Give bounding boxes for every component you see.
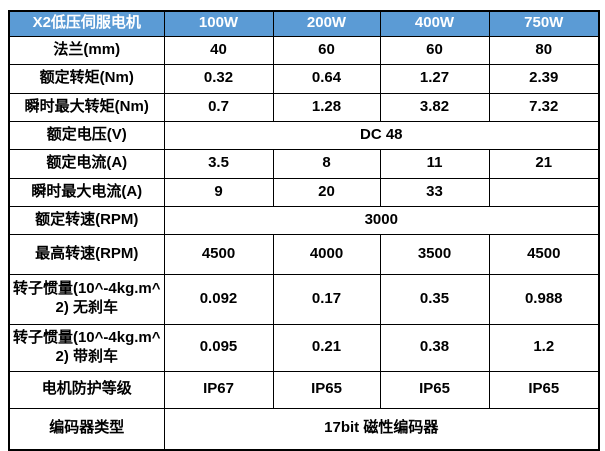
row-label: 额定转速(RPM): [8, 205, 165, 235]
table-row-flange: 法兰(mm) 40 60 60 80: [8, 35, 600, 65]
row-label: 瞬时最大电流(A): [8, 177, 165, 207]
row-label: 瞬时最大转矩(Nm): [8, 92, 165, 122]
cell-value: 9: [163, 177, 274, 207]
motor-spec-table: X2低压伺服电机 100W 200W 400W 750W 法兰(mm) 40 6…: [8, 10, 600, 451]
table-header-row: X2低压伺服电机 100W 200W 400W 750W: [8, 10, 600, 37]
table-row-rated-voltage: 额定电压(V) DC 48: [8, 120, 600, 150]
cell-value: 3.82: [379, 92, 490, 122]
cell-value: IP65: [379, 370, 490, 409]
column-header-100w: 100W: [163, 10, 274, 37]
cell-value: 20: [272, 177, 381, 207]
column-header-400w: 400W: [379, 10, 490, 37]
cell-value-empty: [488, 177, 600, 207]
cell-value: 3500: [379, 233, 490, 275]
cell-value: 11: [379, 148, 490, 179]
cell-value: 2.39: [488, 63, 600, 94]
cell-value: 3.5: [163, 148, 274, 179]
table-row-rated-current: 额定电流(A) 3.5 8 11 21: [8, 148, 600, 179]
table-row-rated-torque: 额定转矩(Nm) 0.32 0.64 1.27 2.39: [8, 63, 600, 94]
cell-value: 0.38: [379, 323, 490, 372]
cell-value: 0.988: [488, 273, 600, 325]
cell-value: IP65: [488, 370, 600, 409]
table-row-encoder-type: 编码器类型 17bit 磁性编码器: [8, 407, 600, 451]
row-label: 法兰(mm): [8, 35, 165, 65]
cell-value: 0.095: [163, 323, 274, 372]
cell-value: IP65: [272, 370, 381, 409]
cell-value: 0.7: [163, 92, 274, 122]
cell-value: 1.2: [488, 323, 600, 372]
cell-value: 0.35: [379, 273, 490, 325]
row-label: 电机防护等级: [8, 370, 165, 409]
cell-value: 8: [272, 148, 381, 179]
table-row-protection-rating: 电机防护等级 IP67 IP65 IP65 IP65: [8, 370, 600, 409]
cell-value-span: 3000: [163, 205, 600, 235]
table-row-max-speed: 最高转速(RPM) 4500 4000 3500 4500: [8, 233, 600, 275]
column-header-200w: 200W: [272, 10, 381, 37]
table-row-peak-current: 瞬时最大电流(A) 9 20 33: [8, 177, 600, 207]
cell-value: 4500: [163, 233, 274, 275]
cell-value: 21: [488, 148, 600, 179]
cell-value: 4000: [272, 233, 381, 275]
cell-value: 40: [163, 35, 274, 65]
cell-value: 33: [379, 177, 490, 207]
row-label: 编码器类型: [8, 407, 165, 451]
table-title-cell: X2低压伺服电机: [8, 10, 165, 37]
cell-value: 1.27: [379, 63, 490, 94]
cell-value: 60: [272, 35, 381, 65]
row-label: 最高转速(RPM): [8, 233, 165, 275]
cell-value: 1.28: [272, 92, 381, 122]
column-header-750w: 750W: [488, 10, 600, 37]
row-label: 转子惯量(10^-4kg.m^2) 带刹车: [8, 323, 165, 372]
cell-value-span: DC 48: [163, 120, 600, 150]
cell-value: 60: [379, 35, 490, 65]
cell-value: 0.17: [272, 273, 381, 325]
table-row-peak-torque: 瞬时最大转矩(Nm) 0.7 1.28 3.82 7.32: [8, 92, 600, 122]
table-row-rotor-inertia-no-brake: 转子惯量(10^-4kg.m^2) 无刹车 0.092 0.17 0.35 0.…: [8, 273, 600, 325]
cell-value: 7.32: [488, 92, 600, 122]
row-label: 额定电流(A): [8, 148, 165, 179]
cell-value: 0.21: [272, 323, 381, 372]
table-row-rotor-inertia-with-brake: 转子惯量(10^-4kg.m^2) 带刹车 0.095 0.21 0.38 1.…: [8, 323, 600, 372]
cell-value-span: 17bit 磁性编码器: [163, 407, 600, 451]
table-row-rated-speed: 额定转速(RPM) 3000: [8, 205, 600, 235]
cell-value: IP67: [163, 370, 274, 409]
cell-value: 80: [488, 35, 600, 65]
cell-value: 0.64: [272, 63, 381, 94]
row-label: 转子惯量(10^-4kg.m^2) 无刹车: [8, 273, 165, 325]
cell-value: 0.32: [163, 63, 274, 94]
cell-value: 0.092: [163, 273, 274, 325]
row-label: 额定电压(V): [8, 120, 165, 150]
cell-value: 4500: [488, 233, 600, 275]
row-label: 额定转矩(Nm): [8, 63, 165, 94]
